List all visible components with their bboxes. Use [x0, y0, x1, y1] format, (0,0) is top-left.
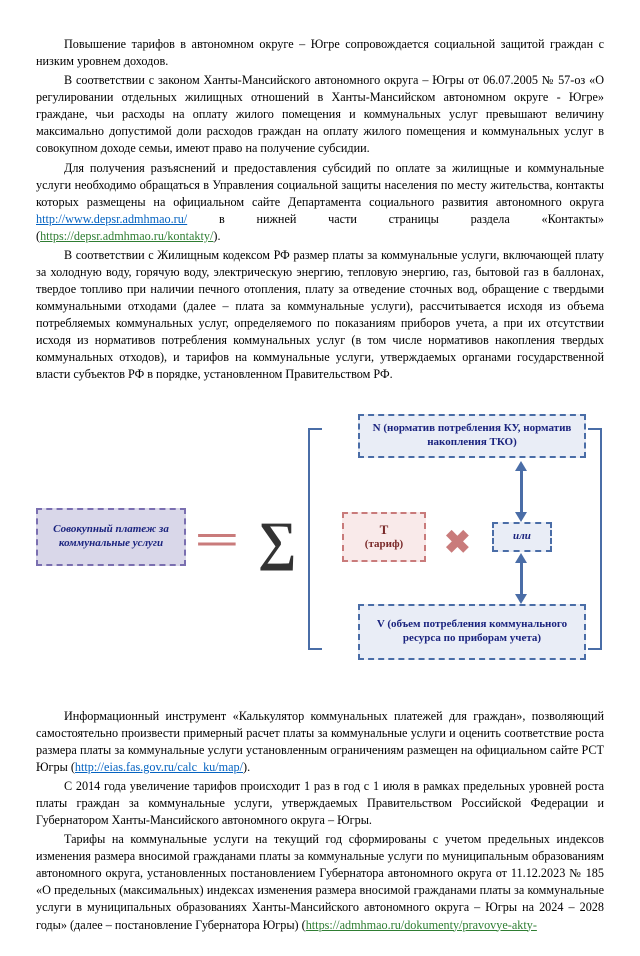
box-v-volume: V (объем потребления коммунального ресур… [358, 604, 586, 660]
p5-text-b: ). [243, 760, 250, 774]
t-sub: (тариф) [365, 538, 403, 552]
link-depsr-kontakty[interactable]: https://depsr.admhmao.ru/kontakty/ [40, 229, 213, 243]
box-t-tariff: T (тариф) [342, 512, 426, 562]
p3-text-a: Для получения разъяснений и предоставлен… [36, 161, 604, 209]
link-admhmao[interactable]: https://admhmao.ru/dokumenty/pravovye-ak… [306, 918, 537, 932]
box-total-payment: Совокупный платеж за коммунальные услуги [36, 508, 186, 566]
paragraph-4: В соответствии с Жилищным кодексом РФ ра… [36, 247, 604, 384]
arrow-up-tail [515, 512, 527, 522]
box-or: или [492, 522, 552, 552]
paragraph-2: В соответствии с законом Ханты-Мансийско… [36, 72, 604, 157]
t-label: T [365, 522, 403, 538]
multiply-icon: ✖ [444, 520, 471, 565]
formula-diagram: Совокупный платеж за коммунальные услуги… [36, 408, 604, 668]
bracket-left [308, 428, 322, 650]
arrow-down-head [515, 594, 527, 604]
arrow-up-head [515, 461, 527, 471]
paragraph-1: Повышение тарифов в автономном округе – … [36, 36, 604, 70]
paragraph-3: Для получения разъяснений и предоставлен… [36, 160, 604, 245]
equals-icon: == [196, 512, 232, 571]
arrow-down-tail [515, 553, 527, 563]
arrow-down-line [520, 562, 523, 594]
box-n-norm: N (норматив потребления КУ, норматив нак… [358, 414, 586, 458]
bracket-right [588, 428, 602, 650]
paragraph-5: Информационный инструмент «Калькулятор к… [36, 708, 604, 776]
arrow-up-line [520, 470, 523, 512]
sigma-icon: ∑ [258, 504, 297, 580]
link-depsr[interactable]: http://www.depsr.admhmao.ru/ [36, 212, 187, 226]
p3-text-c: ). [213, 229, 220, 243]
link-calc[interactable]: http://eias.fas.gov.ru/calc_ku/map/ [75, 760, 243, 774]
paragraph-6: С 2014 года увеличение тарифов происходи… [36, 778, 604, 829]
paragraph-7: Тарифы на коммунальные услуги на текущий… [36, 831, 604, 933]
